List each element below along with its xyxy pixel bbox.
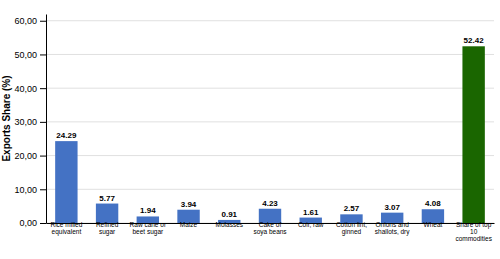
y-axis: 0,00 10,00 20,00 30,00 40,00 50,00 60,00 [14,15,46,229]
y-tick-mark [40,122,46,123]
x-tick-label-line: Coir, raw [298,221,324,228]
x-tick-label-line: commodities [455,235,492,242]
x-tick-label-line: beet sugar [132,228,164,236]
data-label: 3.94 [181,200,197,209]
y-tick-mark [40,223,46,224]
bar [462,46,484,223]
y-tick: 40,00 [14,84,46,94]
grid-line [46,20,494,21]
data-label: 0.91 [221,210,237,219]
x-tick-label: Raw cane orbeet sugar [130,221,167,236]
x-tick-label-line: Molasses [216,221,244,228]
grid-line [46,121,494,122]
x-tick: Cake ofsoya beans [253,221,287,236]
y-tick-label: 10,00 [14,185,37,195]
x-tick: Onions andshallots, dry [375,221,410,236]
bar [55,141,77,223]
data-labels: 24.29 5.77 1.94 3.94 0.91 4.23 1.61 2.57 3.07 4.0… [56,36,484,219]
grid-line [46,155,494,156]
y-tick: 60,00 [14,16,46,26]
x-tick-label-line: equivalent [52,228,82,236]
data-label: 1.61 [303,208,319,217]
x-tick-label-line: soya beans [253,228,287,236]
x-tick-label-line: Cotton lint, [336,221,367,228]
y-tick-mark [40,88,46,89]
y-tick-mark [40,156,46,157]
x-tick: Molasses [216,221,244,228]
x-tick-label-line: Refined [96,221,119,228]
x-tick-label-line: Rice milled [50,221,82,228]
y-tick: 20,00 [14,151,46,161]
x-tick-label-line: Onions and [376,221,410,228]
x-tick-label-line: Wheat [424,221,443,228]
y-tick-label: 40,00 [14,84,37,94]
chart-container: 24.29 5.77 1.94 3.94 0.91 4.23 1.61 2.57 3.07 4.0… [0,0,500,259]
x-tick-label: Cotton lint,ginned [336,221,367,236]
data-label: 4.23 [262,199,278,208]
data-label: 1.94 [140,206,156,215]
y-tick: 10,00 [14,185,46,195]
data-label: 3.07 [384,203,400,212]
x-tick: Rice milledequivalent [50,221,82,236]
grid [46,21,494,223]
x-tick: Coir, raw [298,221,324,228]
y-tick-label: 30,00 [14,117,37,127]
y-tick-mark [40,21,46,22]
grid-line [46,189,494,190]
data-label: 5.77 [99,194,115,203]
x-tick: Cotton lint,ginned [336,221,367,236]
grid-line [46,88,494,89]
data-label: 4.08 [425,199,441,208]
y-tick-label: 0,00 [19,218,37,228]
x-tick-label-line: Raw cane or [130,221,167,228]
x-tick-label: Share of top10commodities [455,221,492,242]
x-axis: Rice milledequivalent Refinedsugar Raw can… [47,221,495,242]
y-tick: 50,00 [14,50,46,60]
x-tick: Wheat [424,221,443,228]
y-tick-label: 50,00 [14,50,37,60]
x-tick-label: Molasses [216,221,244,228]
data-label: 52.42 [464,36,485,45]
x-tick-label-line: Cake of [259,221,282,228]
x-tick-label-line: sugar [99,228,116,236]
x-tick-label-line: ginned [342,228,362,236]
x-tick-label: Maize [180,221,198,228]
x-tick-label: Wheat [424,221,443,228]
data-label: 24.29 [56,131,77,140]
x-tick-label: Rice milledequivalent [50,221,82,236]
x-tick-label: Refinedsugar [96,221,119,236]
data-label: 2.57 [344,204,360,213]
x-tick: Maize [180,221,198,228]
y-tick: 30,00 [14,117,46,127]
y-axis-line [46,15,47,224]
y-tick: 0,00 [19,218,46,228]
y-tick-mark [40,54,46,55]
x-tick-label-line: shallots, dry [375,228,410,236]
x-tick-label: Coir, raw [298,221,324,228]
x-tick: Raw cane orbeet sugar [130,221,167,236]
x-tick-label-line: 10 [470,228,478,235]
y-tick-label: 60,00 [14,16,37,26]
y-tick-mark [40,189,46,190]
y-axis-title: Exports Share (%) [1,75,12,161]
x-tick-label-line: Maize [180,221,198,228]
x-tick-label: Onions andshallots, dry [375,221,410,236]
grid-line [46,54,494,55]
x-tick: Refinedsugar [96,221,119,236]
bars [55,46,485,223]
x-tick: Share of top10commodities [455,221,492,242]
x-tick-label: Cake ofsoya beans [253,221,287,236]
chart-svg: 24.29 5.77 1.94 3.94 0.91 4.23 1.61 2.57 3.07 4.0… [0,0,500,259]
y-tick-label: 20,00 [14,151,37,161]
